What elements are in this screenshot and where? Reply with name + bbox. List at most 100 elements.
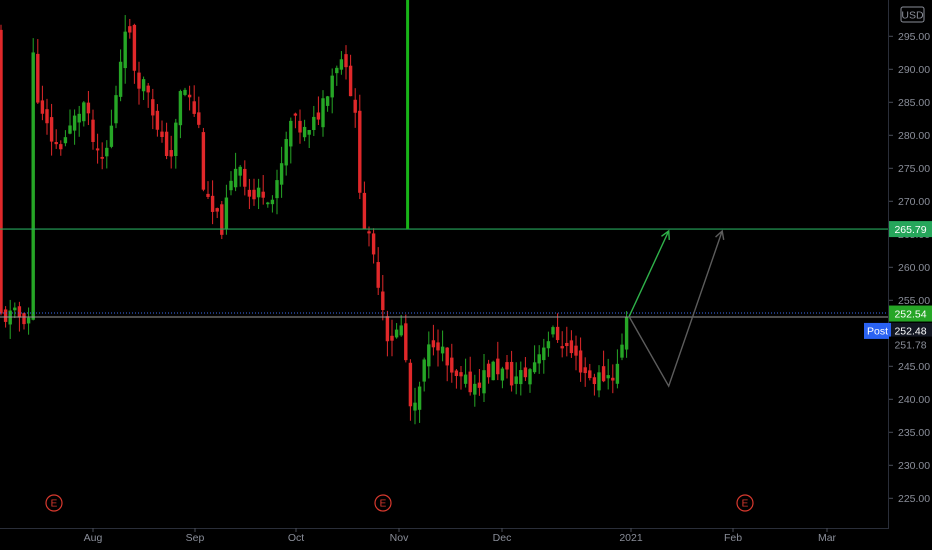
price-tick-label: 270.00 (898, 196, 930, 208)
earnings-marker-circle (736, 494, 754, 512)
candle-up (109, 125, 114, 147)
candle-up (266, 202, 270, 205)
candle-up (82, 102, 86, 122)
price-tick-label: 235.00 (898, 427, 930, 439)
price-tick-label: 280.00 (898, 130, 930, 142)
candle-up (307, 130, 311, 135)
candle-down (316, 112, 321, 120)
candle-down (49, 117, 54, 142)
price-tick-label: 295.00 (898, 31, 930, 43)
time-tick-label: 2021 (619, 532, 643, 544)
candlestick-series (0, 15, 629, 425)
price-tick-label: 260.00 (898, 262, 930, 274)
candle-down (3, 309, 8, 322)
candle-down (0, 29, 3, 314)
candle-down (155, 110, 160, 130)
earnings-marker-circle (374, 494, 392, 512)
candle-down (565, 342, 569, 347)
currency-badge[interactable]: USD (900, 6, 925, 23)
last-tag-value: 252.54 (894, 308, 926, 320)
candle-up (606, 375, 610, 379)
candle-up (394, 329, 399, 338)
candle-up (312, 116, 316, 130)
level-tag-background (889, 221, 932, 238)
price-tick-label: 275.00 (898, 163, 930, 175)
candle-up (427, 344, 431, 367)
candle-down (367, 231, 371, 234)
candle-down (583, 367, 587, 374)
candle-down (454, 370, 459, 376)
price-tick-label: 245.00 (898, 361, 930, 373)
candle-down (45, 109, 49, 124)
projection-arrows[interactable] (628, 229, 725, 388)
candle-down (468, 371, 472, 393)
candle-up (72, 115, 77, 131)
candle-up (482, 370, 486, 394)
candle-up (546, 341, 551, 349)
earnings-marker-label: E (742, 499, 749, 510)
candle-up (325, 96, 330, 106)
candle-up (422, 359, 426, 382)
candle-down (358, 110, 362, 193)
candle-up (542, 347, 546, 361)
candle-down (59, 144, 63, 150)
candle-up (183, 89, 187, 95)
alternate-projection-arrow-head (715, 229, 725, 240)
earnings-marker-label: E (51, 499, 58, 510)
primary-projection-arrow[interactable] (628, 230, 670, 317)
candle-down (187, 94, 192, 98)
candle-down (371, 233, 376, 255)
candle-down (86, 102, 91, 114)
alternate-projection-arrow[interactable] (628, 230, 723, 388)
post-label: Post (867, 326, 888, 338)
time-tick-label: Mar (818, 532, 837, 544)
candle-up (473, 383, 477, 395)
candle-down (569, 340, 574, 354)
post-label-background (864, 322, 891, 339)
candle-down (509, 361, 514, 386)
candle-up (330, 75, 334, 98)
candle-down (592, 377, 597, 385)
candle-up (279, 163, 284, 185)
price-tick-label: 225.00 (898, 493, 930, 505)
candle-up (141, 79, 146, 92)
candle-down (210, 195, 215, 212)
candle-up (13, 307, 17, 311)
time-tick-label: Aug (84, 532, 103, 544)
time-tick-label: Nov (390, 532, 409, 544)
candle-up (31, 52, 35, 320)
candle-down (450, 357, 454, 373)
candle-up (302, 126, 307, 138)
candle-up (289, 120, 293, 147)
candle-up (514, 376, 518, 384)
price-tick-label: 290.00 (898, 64, 930, 76)
candle-up (284, 139, 288, 166)
post-tag-background (891, 322, 932, 339)
candle-down (220, 204, 224, 235)
vertical-marker-line[interactable] (406, 0, 410, 230)
candle-down (555, 326, 560, 341)
primary-projection-arrow-head (661, 229, 670, 241)
candle-down (588, 370, 592, 379)
candle-up (620, 344, 624, 358)
earnings-marker-label: E (380, 499, 387, 510)
candle-down (376, 262, 380, 288)
candle-down (390, 335, 394, 341)
prev-close-value: 251.78 (894, 339, 926, 351)
time-tick-label: Sep (186, 532, 205, 544)
candle-up (321, 98, 325, 128)
candle-up (528, 369, 532, 385)
candle-down (486, 363, 491, 378)
candle-down (601, 366, 606, 382)
currency-badge-frame (900, 6, 925, 23)
time-tick-label: Dec (493, 532, 512, 544)
time-axis[interactable]: Aug Sep Oct Nov Dec 2021 Feb Mar (0, 528, 889, 544)
candle-down (381, 291, 385, 311)
candle-up (118, 61, 123, 97)
candle-down (132, 24, 137, 71)
candle-down (348, 65, 353, 97)
candle-up (63, 137, 68, 144)
candle-up (26, 317, 31, 324)
